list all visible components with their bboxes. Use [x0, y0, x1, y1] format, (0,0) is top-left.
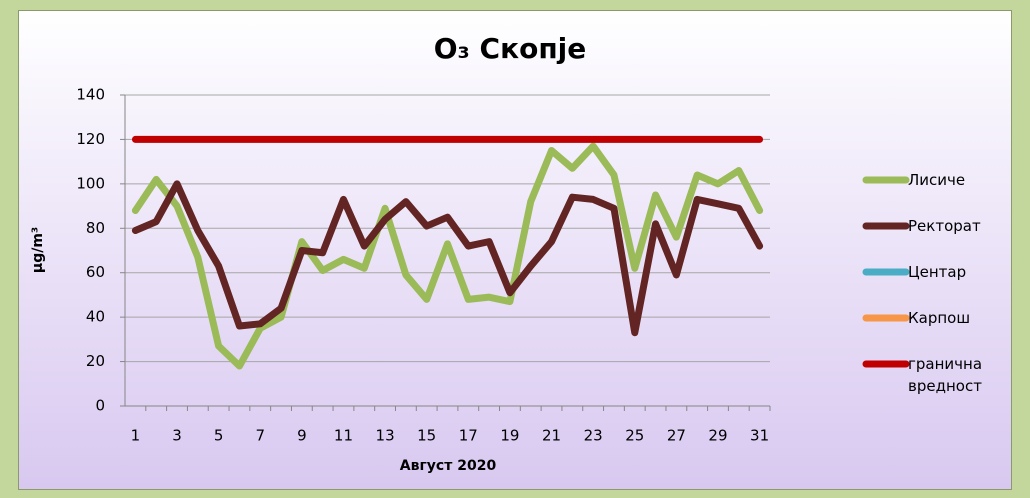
x-axis-label: Август 2020 [400, 458, 497, 474]
x-tick-label: 17 [459, 427, 478, 445]
x-tick-label: 7 [255, 427, 265, 445]
legend-label: Лисиче [908, 171, 966, 189]
y-tick-label: 60 [86, 263, 105, 281]
x-tick-label: 9 [297, 427, 307, 445]
series-line [131, 142, 764, 370]
y-tick-label: 140 [76, 86, 105, 104]
legend-label: Карпош [908, 309, 971, 327]
chart-title: O₃ Скопје [434, 32, 587, 65]
legend-label: Ректорат [908, 217, 981, 235]
x-tick-label: 19 [500, 427, 519, 445]
x-tick-label: 27 [667, 427, 686, 445]
y-tick-label: 80 [86, 219, 105, 237]
y-tick-label: 100 [76, 174, 105, 192]
y-tick-label: 40 [86, 308, 105, 326]
x-tick-label: 29 [708, 427, 727, 445]
x-tick-label: 13 [376, 427, 395, 445]
legend-label: гранична вредност [908, 355, 983, 395]
x-tick-label: 15 [417, 427, 436, 445]
x-tick-label: 23 [584, 427, 603, 445]
x-tick-label: 3 [172, 427, 182, 445]
chart-frame [18, 10, 1012, 490]
series-line [131, 180, 764, 337]
y-tick-label: 20 [86, 352, 105, 370]
x-tick-label: 25 [625, 427, 644, 445]
y-tick-label: 120 [76, 130, 105, 148]
legend-label: Центар [908, 263, 967, 281]
x-tick-label: 1 [131, 427, 141, 445]
y-axis-label: µg/m³ [30, 227, 46, 273]
x-tick-label: 11 [334, 427, 353, 445]
x-tick-label: 21 [542, 427, 561, 445]
x-tick-label: 31 [750, 427, 769, 445]
y-tick-label: 0 [95, 397, 105, 415]
x-tick-label: 5 [214, 427, 224, 445]
